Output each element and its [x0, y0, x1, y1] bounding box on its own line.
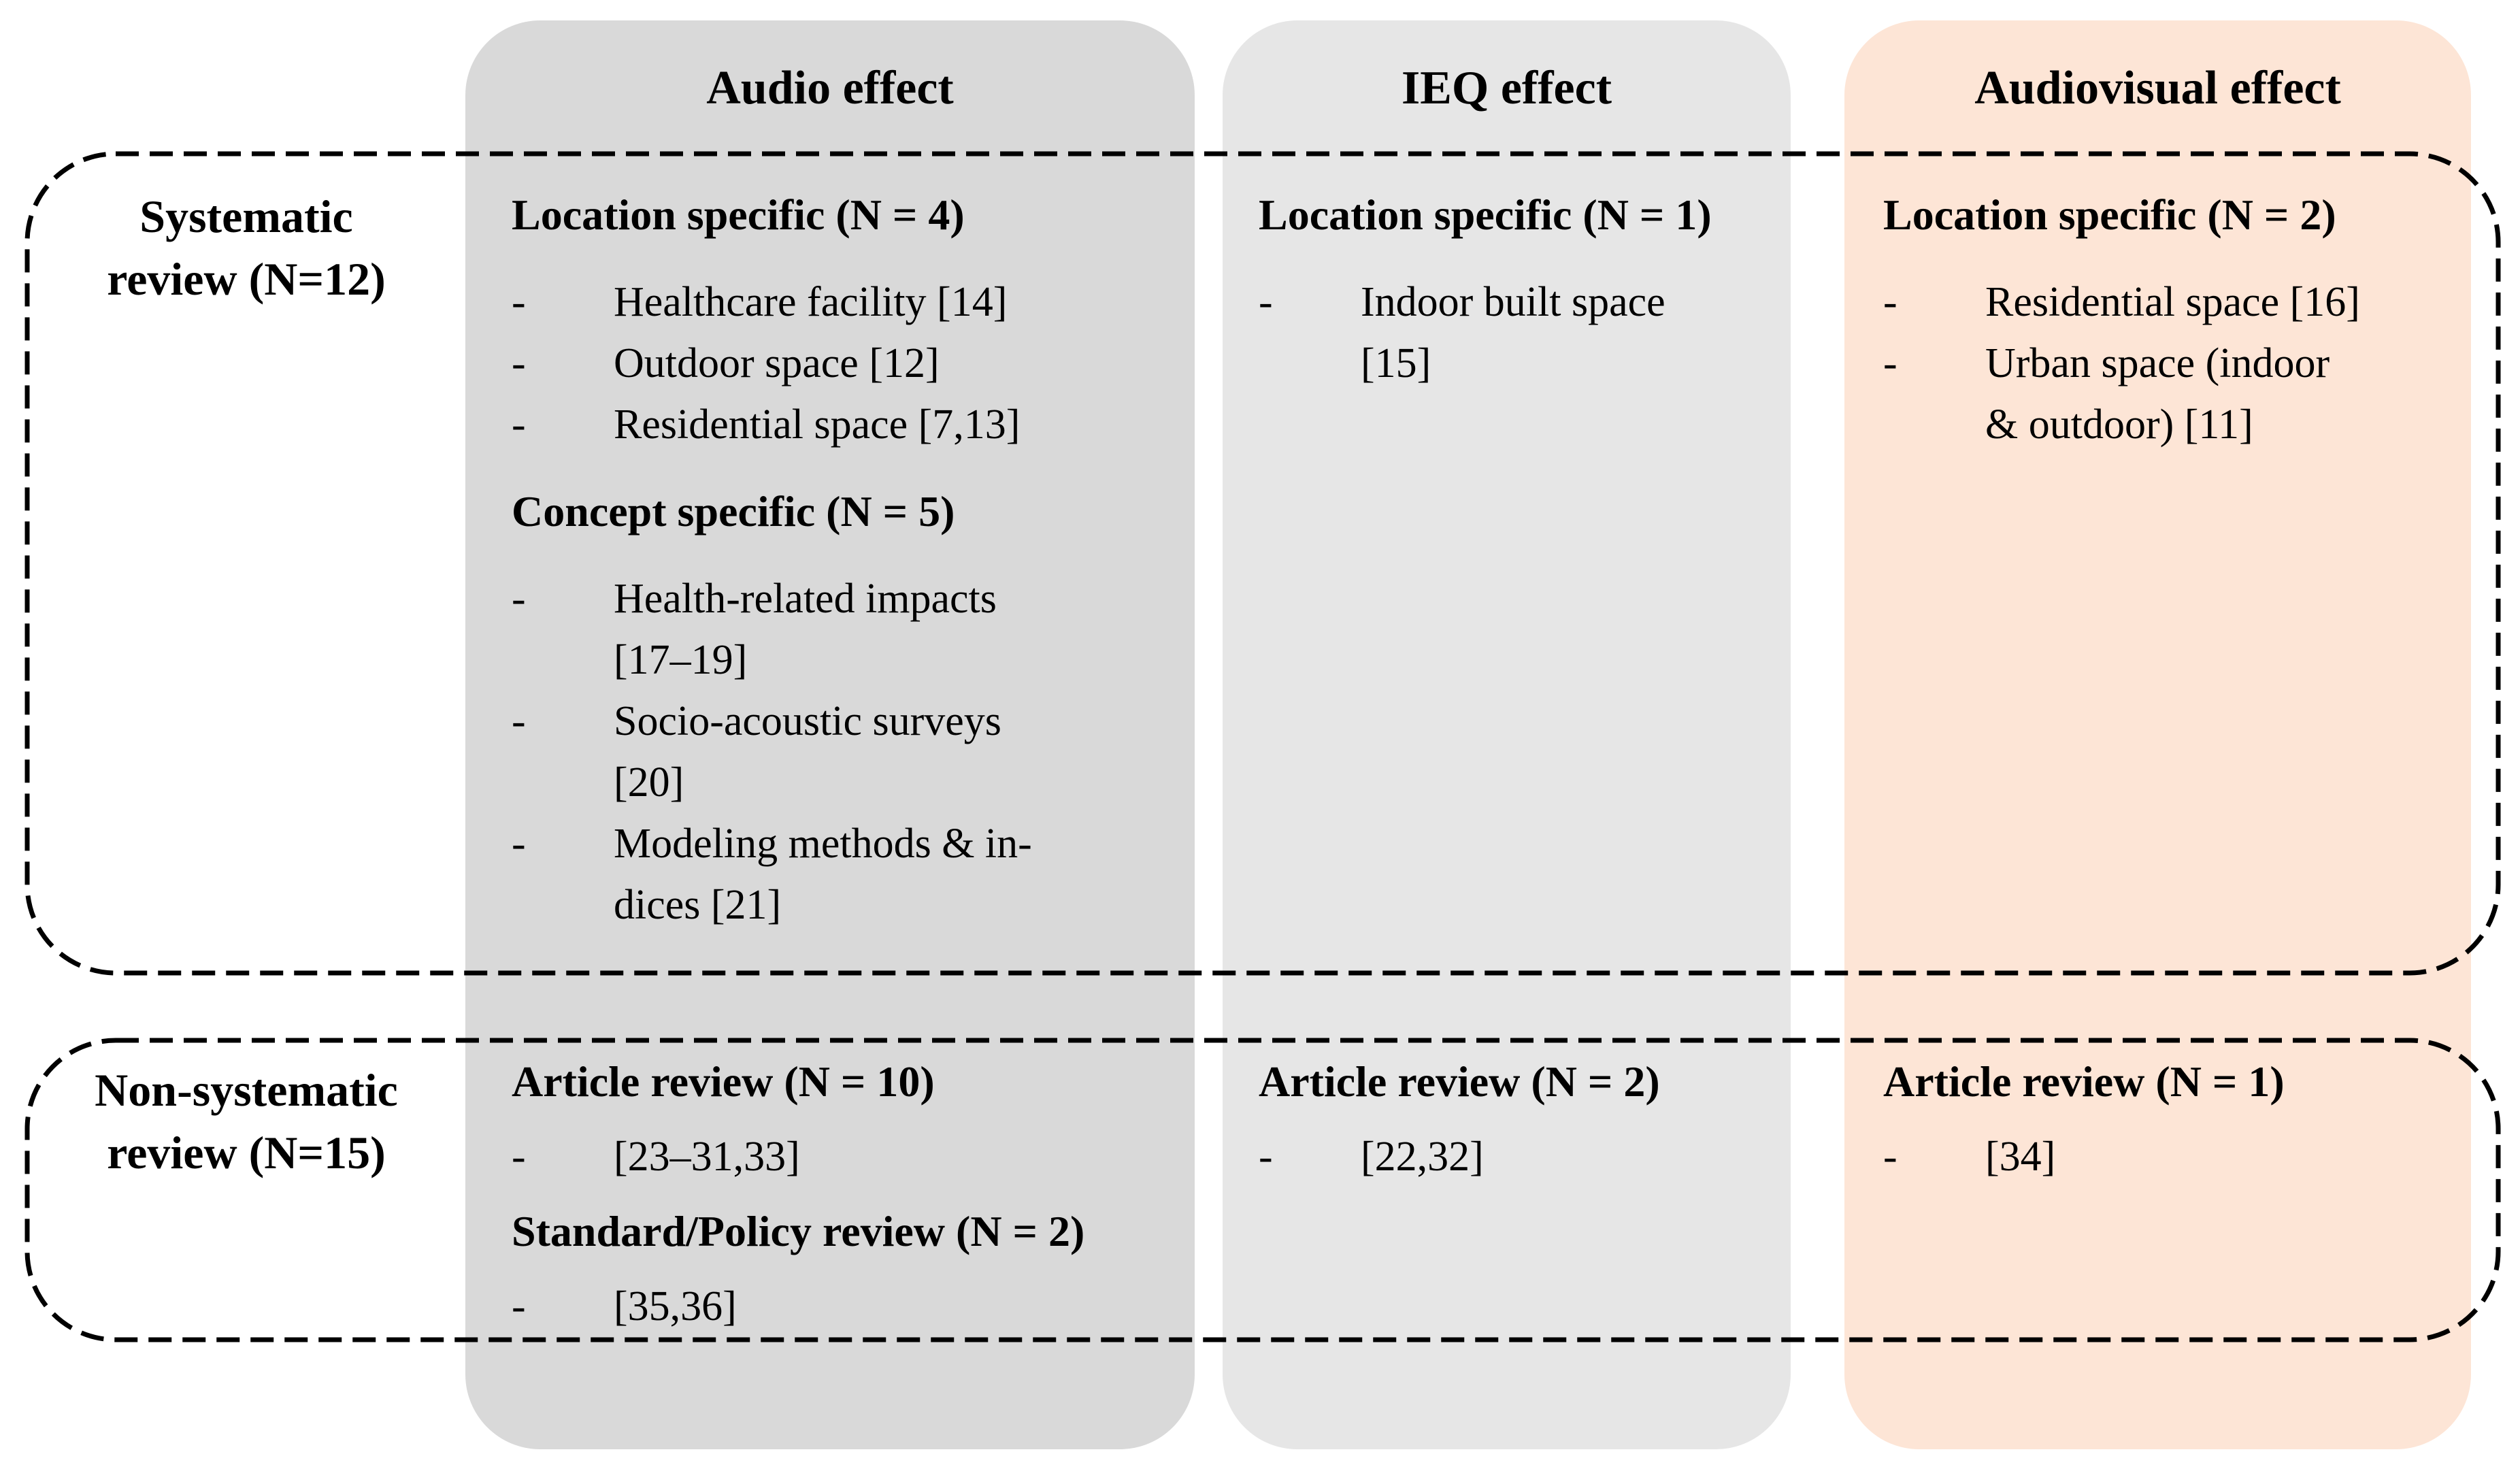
bullet-dash: - — [512, 1134, 526, 1180]
bullet-dash: - — [1259, 1134, 1273, 1180]
list-item-line: [22,32] — [1361, 1134, 1484, 1180]
list-item-line: [20] — [614, 759, 684, 806]
list-item: - Outdoor space [12] — [512, 333, 1185, 394]
list-item: - Residential space [16] — [1883, 271, 2465, 333]
ieq-non-systematic-content: Article review (N = 2) - [22,32] — [1259, 1051, 1783, 1187]
list-item: - Residential space [7,13] — [512, 394, 1185, 455]
list-item: - [35,36] — [512, 1276, 1185, 1337]
column-title-audiovisual: Audiovisual effect — [1974, 62, 2341, 114]
list-item-line: Indoor built space — [1361, 279, 1665, 325]
row-label-line: review (N=12) — [107, 253, 386, 305]
section-heading: Article review (N = 1) — [1883, 1057, 2285, 1106]
section-article-review: Article review (N = 10) - [23–31,33] — [512, 1051, 1185, 1187]
list-item-line: Residential space [16] — [1985, 279, 2360, 325]
bullet-dash: - — [1883, 340, 1897, 386]
list-item: - Healthcare facility [14] — [512, 271, 1185, 333]
row-label-line: Systematic — [139, 191, 353, 242]
section-heading: Article review (N = 10) — [512, 1057, 935, 1106]
list-item: - Health-related impacts [17–19] — [512, 568, 1185, 691]
section-location-specific: Location specific (N = 1) - Indoor built… — [1259, 184, 1783, 394]
bullet-dash: - — [512, 279, 526, 325]
ieq-systematic-content: Location specific (N = 1) - Indoor built… — [1259, 184, 1783, 394]
list-item: - Urban space (indoor & outdoor) [11] — [1883, 333, 2465, 455]
section-heading: Standard/Policy review (N = 2) — [512, 1207, 1085, 1255]
section-location-specific: Location specific (N = 4) - Healthcare f… — [512, 184, 1185, 455]
section-heading: Article review (N = 2) — [1259, 1057, 1660, 1106]
list-item-line: [34] — [1985, 1134, 2056, 1180]
audio-systematic-content: Location specific (N = 4) - Healthcare f… — [512, 184, 1185, 936]
list-item-line: Modeling methods & in- — [614, 821, 1032, 867]
list-item: - [34] — [1883, 1126, 2465, 1187]
section-heading: Location specific (N = 4) — [512, 191, 965, 239]
audiovisual-systematic-content: Location specific (N = 2) - Residential … — [1883, 184, 2465, 455]
bullet-dash: - — [512, 1283, 526, 1330]
bullet-dash: - — [1883, 1134, 1897, 1180]
column-title-ieq: IEQ effect — [1401, 62, 1612, 114]
row-label-line: Non-systematic — [95, 1064, 398, 1116]
bullet-dash: - — [1883, 279, 1897, 325]
list-item-line: Socio-acoustic surveys — [614, 698, 1001, 744]
list-item-line: [35,36] — [614, 1283, 737, 1330]
bullet-dash: - — [1259, 279, 1273, 325]
section-article-review: Article review (N = 1) - [34] — [1883, 1051, 2465, 1187]
list-item-line: Health-related impacts — [614, 576, 997, 622]
section-concept-specific: Concept specific (N = 5) - Health-relate… — [512, 481, 1185, 936]
audiovisual-non-systematic-content: Article review (N = 1) - [34] — [1883, 1051, 2465, 1187]
row-label-non-systematic: Non-systematic review (N=15) — [27, 1059, 465, 1184]
row-label-line: review (N=15) — [107, 1127, 386, 1178]
bullet-dash: - — [512, 698, 526, 744]
list-item-line: Urban space (indoor — [1985, 340, 2330, 386]
bullet-dash: - — [512, 401, 526, 448]
list-item-line: [15] — [1361, 340, 1431, 386]
list-item-line: Outdoor space [12] — [614, 340, 940, 386]
list-item-line: [23–31,33] — [614, 1134, 800, 1180]
list-item: - [23–31,33] — [512, 1126, 1185, 1187]
bullet-dash: - — [512, 576, 526, 622]
list-item-line: Healthcare facility [14] — [614, 279, 1008, 325]
section-heading: Location specific (N = 1) — [1259, 191, 1712, 239]
list-item-line: dices [21] — [614, 882, 782, 928]
audio-non-systematic-content: Article review (N = 10) - [23–31,33] Sta… — [512, 1051, 1185, 1337]
list-item: - [22,32] — [1259, 1126, 1783, 1187]
list-item: - Modeling methods & in- dices [21] — [512, 813, 1185, 936]
section-heading: Concept specific (N = 5) — [512, 487, 955, 535]
section-standard-policy-review: Standard/Policy review (N = 2) - [35,36] — [512, 1201, 1185, 1337]
list-item: - Socio-acoustic surveys [20] — [512, 691, 1185, 813]
row-label-systematic: Systematic review (N=12) — [27, 185, 465, 310]
section-heading: Location specific (N = 2) — [1883, 191, 2336, 239]
bullet-dash: - — [512, 340, 526, 386]
list-item-line: & outdoor) [11] — [1985, 401, 2253, 448]
bullet-dash: - — [512, 821, 526, 867]
list-item-line: [17–19] — [614, 637, 748, 683]
section-location-specific: Location specific (N = 2) - Residential … — [1883, 184, 2465, 455]
list-item: - Indoor built space [15] — [1259, 271, 1783, 394]
column-title-audio: Audio effect — [706, 62, 954, 114]
section-article-review: Article review (N = 2) - [22,32] — [1259, 1051, 1783, 1187]
list-item-line: Residential space [7,13] — [614, 401, 1021, 448]
